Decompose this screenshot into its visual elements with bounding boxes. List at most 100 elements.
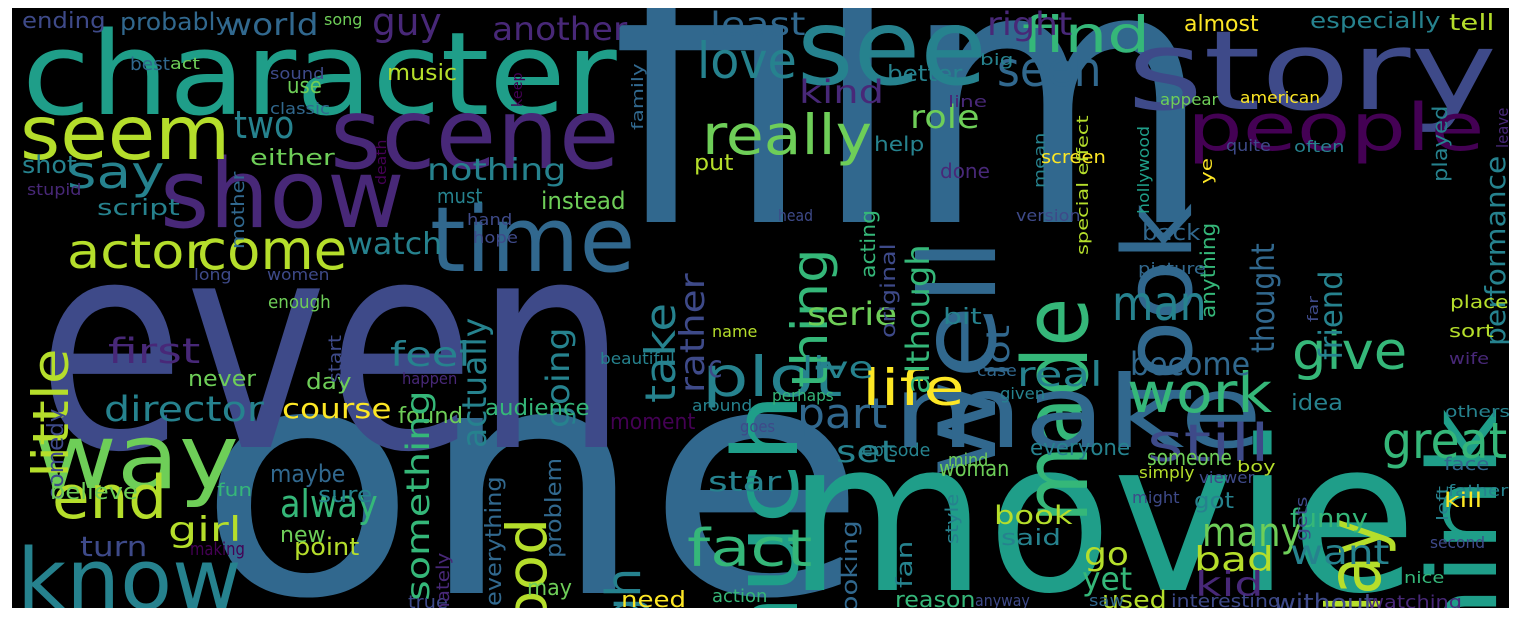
word-least: least <box>710 8 806 43</box>
word-right: right <box>987 8 1073 43</box>
word-serie: serie <box>807 295 898 333</box>
word-father: father <box>1448 481 1509 500</box>
word-done: done <box>940 159 990 183</box>
word-sound: sound <box>270 64 325 83</box>
word-mind: mind <box>948 450 989 471</box>
word-death: death <box>374 139 390 185</box>
word-live: live <box>802 351 874 386</box>
word-place: place <box>1450 292 1509 313</box>
word-act: act <box>170 54 200 73</box>
word-instead: instead <box>541 187 626 215</box>
word-believe: believe <box>50 480 138 505</box>
word-ye: ye <box>1197 157 1216 184</box>
word-one: one <box>197 297 868 608</box>
word-really: really <box>702 103 873 167</box>
word-time: time <box>430 188 636 293</box>
word-say: say <box>67 146 165 199</box>
word-story: story <box>1127 8 1498 135</box>
word-special-effect: special effect <box>1073 115 1092 256</box>
word-use: use <box>287 74 322 99</box>
word-true: true <box>408 592 448 609</box>
word-beautiful: beautiful <box>600 349 675 368</box>
word-face: face <box>1444 454 1490 475</box>
word-happen: happen <box>402 369 458 388</box>
word-someone: someone <box>1147 446 1232 471</box>
word-may: may <box>527 576 572 601</box>
word-played: played <box>1428 105 1452 182</box>
word-enough: enough <box>268 292 331 313</box>
word-idea: idea <box>1291 391 1344 416</box>
word-put: put <box>694 151 734 176</box>
word-reason: reason <box>895 588 976 609</box>
word-boy: boy <box>1237 457 1276 476</box>
word-name: name <box>712 322 758 341</box>
word-fact: fact <box>687 519 813 579</box>
word-another: another <box>492 10 628 48</box>
word-c: c <box>708 350 723 385</box>
word-want: want <box>1290 533 1390 573</box>
word-see: see <box>797 8 987 109</box>
word-simply: simply <box>1139 463 1195 482</box>
word-actually: actually <box>455 317 495 448</box>
word-director: director <box>104 390 264 430</box>
word-first: first <box>108 332 201 372</box>
word-probably: probably <box>120 8 231 36</box>
word-woman: woman <box>939 457 1010 482</box>
word-course: course <box>282 392 392 425</box>
word-anyway: anyway <box>975 591 1030 609</box>
word-must: must <box>437 184 483 208</box>
word-thought: thought <box>1244 243 1282 353</box>
word-said: said <box>1001 526 1062 551</box>
word-viewer: viewer <box>1199 468 1255 487</box>
word-sure: sure <box>318 483 373 508</box>
word-go: go <box>1084 535 1129 573</box>
word-interesting: interesting <box>1171 591 1281 609</box>
word-everyone: everyone <box>1030 436 1131 461</box>
word-come: come <box>197 218 348 282</box>
word-looking: looking <box>838 520 863 608</box>
word-mother: mother <box>228 171 249 249</box>
word-almost: almost <box>1184 12 1259 37</box>
word-family: family <box>628 63 647 130</box>
word-acting: acting <box>856 209 880 278</box>
word-fan: fan <box>893 540 918 588</box>
word-scene: scene <box>330 78 620 192</box>
word-kind: kind <box>799 73 885 111</box>
word-found: found <box>398 404 464 429</box>
word-without: without <box>1274 589 1375 608</box>
word-audience: audience <box>485 396 590 421</box>
word-wife: wife <box>1449 349 1490 368</box>
word-case: case <box>977 361 1017 380</box>
word-although: although <box>899 244 937 394</box>
word-second: second <box>1430 533 1486 552</box>
word-leave: leave <box>1493 107 1509 148</box>
word-girl: girl <box>168 510 242 550</box>
word-find: find <box>1022 8 1151 64</box>
word-life: life <box>862 359 965 417</box>
word-seen: seen <box>997 42 1102 98</box>
word-kill: kill <box>1444 488 1483 512</box>
word-used: used <box>1102 586 1167 608</box>
word-work: work <box>1127 361 1273 425</box>
word-stupid: stupid <box>27 180 82 199</box>
word-classic: classic <box>270 99 330 118</box>
word-love: love <box>697 32 797 90</box>
word-perhaps: perhaps <box>772 386 834 405</box>
word-still: still <box>1147 414 1270 474</box>
word-others: others <box>1445 402 1509 421</box>
word-given: given <box>1000 384 1046 403</box>
word-saw: saw <box>1089 591 1125 609</box>
word-moment: moment <box>610 410 696 435</box>
word-something: something <box>399 390 437 601</box>
word-back: back <box>1142 221 1201 246</box>
word-character: character <box>22 8 617 142</box>
word-everything: everything <box>482 476 507 606</box>
word-sort: sort <box>1449 321 1494 342</box>
word-nice: nice <box>1404 568 1445 587</box>
word-maybe: maybe <box>270 460 346 488</box>
word-man: man <box>1112 276 1207 332</box>
word-fun: fun <box>217 480 253 501</box>
word-gets: gets <box>1292 496 1311 541</box>
word-kid: kid <box>1195 565 1264 605</box>
word-plot: plot <box>702 345 843 409</box>
